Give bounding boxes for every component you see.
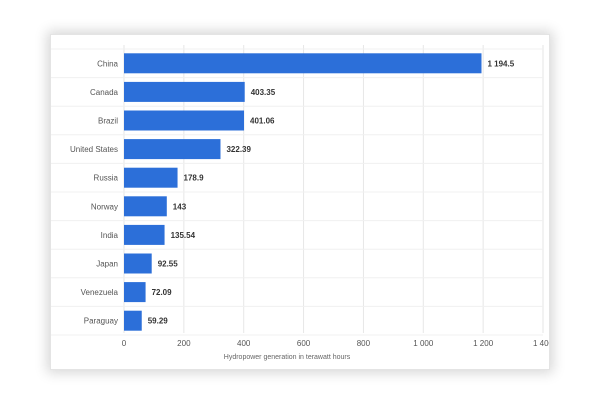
gridlines xyxy=(51,45,544,336)
bar-5 xyxy=(124,196,167,217)
x-tick-label: 1 000 xyxy=(413,339,434,348)
value-label: 401.06 xyxy=(250,117,275,126)
x-axis-title: Hydropower generation in terawatt hours xyxy=(224,354,351,361)
x-tick-label: 200 xyxy=(177,339,191,348)
category-label: Venezuela xyxy=(81,288,119,297)
category-label: Japan xyxy=(96,260,118,269)
value-label: 322.39 xyxy=(226,145,251,154)
value-label: 59.29 xyxy=(148,317,169,326)
category-label: Paraguay xyxy=(84,317,118,326)
bar-3 xyxy=(124,139,221,160)
bar-9 xyxy=(124,310,142,331)
value-label: 135.54 xyxy=(171,231,196,240)
labels: 0 200 400 600 800 1 000 1 200 1 400 China 1 194.5… xyxy=(70,59,549,348)
x-tick-label: 0 xyxy=(122,339,127,348)
chart-card: 0 200 400 600 800 1 000 1 200 1 400 China 1 194.5… xyxy=(50,34,550,370)
bar-8 xyxy=(124,282,146,303)
bar-7 xyxy=(124,253,152,274)
category-label: Norway xyxy=(91,202,118,211)
value-label: 1 194.5 xyxy=(487,59,514,68)
bars xyxy=(124,53,482,331)
category-label: China xyxy=(97,59,118,68)
x-tick-label: 800 xyxy=(357,339,371,348)
bar-4 xyxy=(124,167,178,188)
category-label: Brazil xyxy=(98,117,118,126)
value-label: 403.35 xyxy=(251,88,276,97)
bar-1 xyxy=(124,81,245,102)
x-tick-label: 400 xyxy=(237,339,251,348)
category-label: United States xyxy=(70,145,118,154)
bar-0 xyxy=(124,53,482,74)
category-label: Russia xyxy=(94,174,119,183)
x-tick-label: 1 400 xyxy=(533,339,549,348)
value-label: 92.55 xyxy=(158,260,179,269)
bar-chart: 0 200 400 600 800 1 000 1 200 1 400 China 1 194.5… xyxy=(51,45,549,361)
category-label: India xyxy=(101,231,119,240)
x-tick-label: 600 xyxy=(297,339,311,348)
category-label: Canada xyxy=(90,88,119,97)
value-label: 178.9 xyxy=(184,174,205,183)
value-label: 143 xyxy=(173,202,187,211)
bar-6 xyxy=(124,224,165,245)
value-label: 72.09 xyxy=(152,288,173,297)
bar-2 xyxy=(124,110,245,131)
x-tick-label: 1 200 xyxy=(473,339,494,348)
